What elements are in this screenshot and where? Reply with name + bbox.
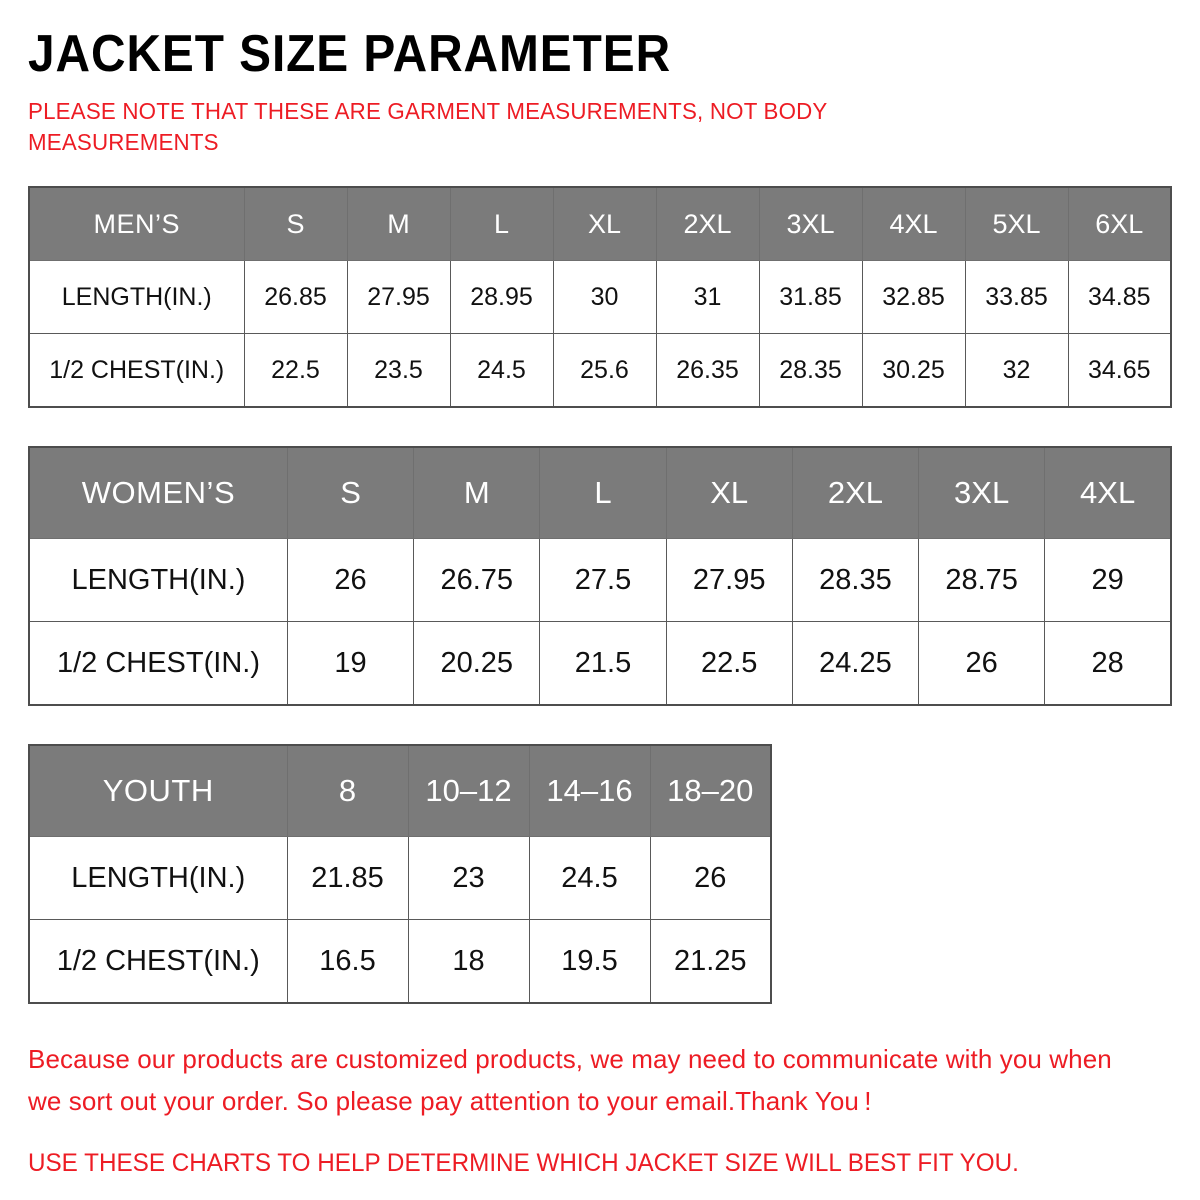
measurement-cell: 20.25: [413, 621, 541, 706]
youth-size-table: YOUTH 8 10–12 14–16 18–20 LENGTH(IN.) 21.85 23…: [28, 744, 772, 1004]
table-row: LENGTH(IN.) 26.85 27.95 28.95 30 31 31.85 32.85…: [28, 260, 1172, 334]
size-column-header: XL: [552, 186, 657, 261]
measurement-cell: 27.5: [539, 538, 667, 622]
size-column-header: M: [413, 446, 541, 539]
youth-table-head: YOUTH 8 10–12 14–16 18–20: [28, 744, 772, 837]
size-column-header: 4XL: [1044, 446, 1172, 539]
measurement-cell: 23.5: [346, 333, 451, 408]
size-column-header: XL: [665, 446, 793, 539]
youth-table-corner-label: YOUTH: [28, 744, 288, 837]
measurement-cell: 22.5: [665, 621, 793, 706]
table-row: 1/2 CHEST(IN.) 19 20.25 21.5 22.5 24.25 26 28: [28, 621, 1172, 706]
measurement-cell: 24.25: [791, 621, 920, 706]
measurement-row-label: 1/2 CHEST(IN.): [28, 621, 288, 706]
table-header-row: WOMEN’S S M L XL 2XL 3XL 4XL: [28, 446, 1172, 539]
measurement-row-label: LENGTH(IN.): [28, 836, 288, 920]
table-row: 1/2 CHEST(IN.) 16.5 18 19.5 21.25: [28, 919, 772, 1004]
size-column-header: 3XL: [758, 186, 863, 261]
measurement-cell: 27.95: [346, 260, 451, 334]
measurement-cell: 22.5: [243, 333, 348, 408]
measurement-cell: 18: [407, 919, 530, 1004]
measurement-cell: 26.35: [655, 333, 760, 408]
size-column-header: 4XL: [861, 186, 966, 261]
measurement-cell: 30: [552, 260, 657, 334]
measurement-cell: 21.85: [286, 836, 409, 920]
measurement-cell: 34.65: [1067, 333, 1172, 408]
size-column-header: 2XL: [791, 446, 920, 539]
table-header-row: YOUTH 8 10–12 14–16 18–20: [28, 744, 772, 837]
measurement-cell: 34.85: [1067, 260, 1172, 334]
womens-size-table: WOMEN’S S M L XL 2XL 3XL 4XL LENGTH(IN.) 26 26.75…: [28, 446, 1172, 706]
measurement-cell: 32.85: [861, 260, 966, 334]
measurement-row-label: 1/2 CHEST(IN.): [28, 333, 245, 408]
size-column-header: 2XL: [655, 186, 760, 261]
measurement-cell: 23: [407, 836, 530, 920]
mens-table-body: LENGTH(IN.) 26.85 27.95 28.95 30 31 31.85 32.85…: [28, 260, 1172, 408]
size-column-header: L: [539, 446, 667, 539]
measurement-row-label: LENGTH(IN.): [28, 260, 245, 334]
mens-table-head: MEN’S S M L XL 2XL 3XL 4XL 5XL 6XL: [28, 186, 1172, 261]
measurement-cell: 26: [286, 538, 415, 622]
measurement-cell: 28.35: [758, 333, 863, 408]
measurement-cell: 26.75: [413, 538, 541, 622]
measurement-cell: 28.95: [449, 260, 554, 334]
womens-table-body: LENGTH(IN.) 26 26.75 27.5 27.95 28.35 28.75 29 1…: [28, 538, 1172, 706]
measurement-cell: 25.6: [552, 333, 657, 408]
measurement-cell: 27.95: [665, 538, 793, 622]
measurement-cell: 28: [1044, 621, 1172, 706]
measurement-cell: 30.25: [861, 333, 966, 408]
size-column-header: S: [243, 186, 348, 261]
table-row: 1/2 CHEST(IN.) 22.5 23.5 24.5 25.6 26.35 28.35…: [28, 333, 1172, 408]
size-column-header: 10–12: [407, 744, 530, 837]
size-column-header: L: [449, 186, 554, 261]
size-column-header: M: [346, 186, 451, 261]
size-column-header: 18–20: [649, 744, 772, 837]
table-row: LENGTH(IN.) 21.85 23 24.5 26: [28, 836, 772, 920]
size-column-header: 5XL: [964, 186, 1069, 261]
size-column-header: S: [286, 446, 415, 539]
page-title: JACKET SIZE PARAMETER: [28, 25, 672, 83]
customized-products-note: Because our products are customized prod…: [28, 1044, 1112, 1116]
size-column-header: 8: [286, 744, 409, 837]
measurement-row-label: LENGTH(IN.): [28, 538, 288, 622]
mens-size-table: MEN’S S M L XL 2XL 3XL 4XL 5XL 6XL LENGTH(IN.) 26.…: [28, 186, 1172, 408]
size-column-header: 14–16: [528, 744, 651, 837]
measurement-cell: 29: [1044, 538, 1172, 622]
measurement-row-label: 1/2 CHEST(IN.): [28, 919, 288, 1004]
table-header-row: MEN’S S M L XL 2XL 3XL 4XL 5XL 6XL: [28, 186, 1172, 261]
measurement-cell: 19: [286, 621, 415, 706]
size-column-header: 6XL: [1067, 186, 1172, 261]
measurement-cell: 21.25: [649, 919, 772, 1004]
measurement-cell: 31.85: [758, 260, 863, 334]
measurement-cell: 32: [964, 333, 1069, 408]
measurement-cell: 26.85: [243, 260, 348, 334]
women-table-corner-label: WOMEN’S: [28, 446, 288, 539]
garment-measurement-note: PLEASE NOTE THAT THESE ARE GARMENT MEASU…: [28, 98, 828, 155]
measurement-cell: 19.5: [528, 919, 651, 1004]
measurement-cell: 28.75: [918, 538, 1046, 622]
measurement-cell: 26: [649, 836, 772, 920]
measurement-cell: 21.5: [539, 621, 667, 706]
measurement-cell: 31: [655, 260, 760, 334]
measurement-cell: 28.35: [791, 538, 920, 622]
table-row: LENGTH(IN.) 26 26.75 27.5 27.95 28.35 28.75 29: [28, 538, 1172, 622]
measurement-cell: 24.5: [449, 333, 554, 408]
men-table-corner-label: MEN’S: [28, 186, 245, 261]
youth-table-body: LENGTH(IN.) 21.85 23 24.5 26 1/2 CHEST(IN.) 16…: [28, 836, 772, 1004]
size-column-header: 3XL: [918, 446, 1046, 539]
measurement-cell: 33.85: [964, 260, 1069, 334]
measurement-cell: 24.5: [528, 836, 651, 920]
womens-table-head: WOMEN’S S M L XL 2XL 3XL 4XL: [28, 446, 1172, 539]
measurement-cell: 16.5: [286, 919, 409, 1004]
use-charts-note: USE THESE CHARTS TO HELP DETERMINE WHICH…: [28, 1149, 1019, 1177]
measurement-cell: 26: [918, 621, 1046, 706]
